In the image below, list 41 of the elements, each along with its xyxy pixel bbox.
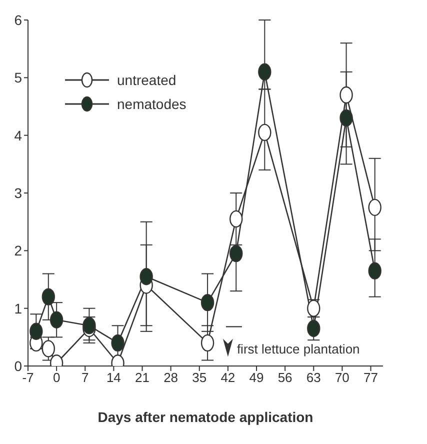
point <box>230 210 243 228</box>
point <box>200 294 214 312</box>
x-tick-label: 49 <box>249 370 264 386</box>
x-tick-label: 42 <box>220 370 236 386</box>
x-tick-label: 28 <box>164 370 178 386</box>
x-tick-label: 35 <box>192 370 207 386</box>
point <box>111 334 124 352</box>
point <box>307 320 320 338</box>
legend-label: untreated <box>117 72 176 88</box>
point <box>50 311 64 328</box>
point <box>258 124 272 142</box>
x-tick-label: 56 <box>278 370 292 386</box>
point <box>340 109 353 127</box>
annotation: first lettuce plantation <box>236 342 360 357</box>
y-tick-label: 1 <box>14 300 22 316</box>
y-tick-label: 2 <box>14 242 22 259</box>
x-tick-label: 7 <box>82 370 89 386</box>
y-tick-label: 3 <box>14 184 22 201</box>
x-tick-label: 0 <box>52 370 60 386</box>
x-tick-label: 77 <box>364 370 378 386</box>
x-tick-label: 21 <box>135 370 150 386</box>
point <box>368 262 382 280</box>
y-tick-label: 4 <box>14 127 22 144</box>
point <box>42 288 55 306</box>
x-tick-label: 14 <box>106 370 121 386</box>
point <box>200 334 214 352</box>
point <box>140 268 153 286</box>
point <box>230 244 243 262</box>
x-tick-label: 70 <box>334 370 350 386</box>
point <box>258 63 272 80</box>
y-tick-label: 6 <box>14 12 22 28</box>
x-axis-title: Days after nematode application <box>98 409 314 425</box>
point <box>340 86 353 104</box>
y-tick-label: 5 <box>14 70 22 86</box>
point <box>42 340 55 358</box>
y-tick-label: 0 <box>14 358 22 374</box>
legend-label: nematodes <box>117 96 186 112</box>
x-tick-label: -7 <box>22 370 34 386</box>
point <box>368 198 382 216</box>
x-tick-label: 63 <box>306 370 321 386</box>
point <box>82 317 96 334</box>
